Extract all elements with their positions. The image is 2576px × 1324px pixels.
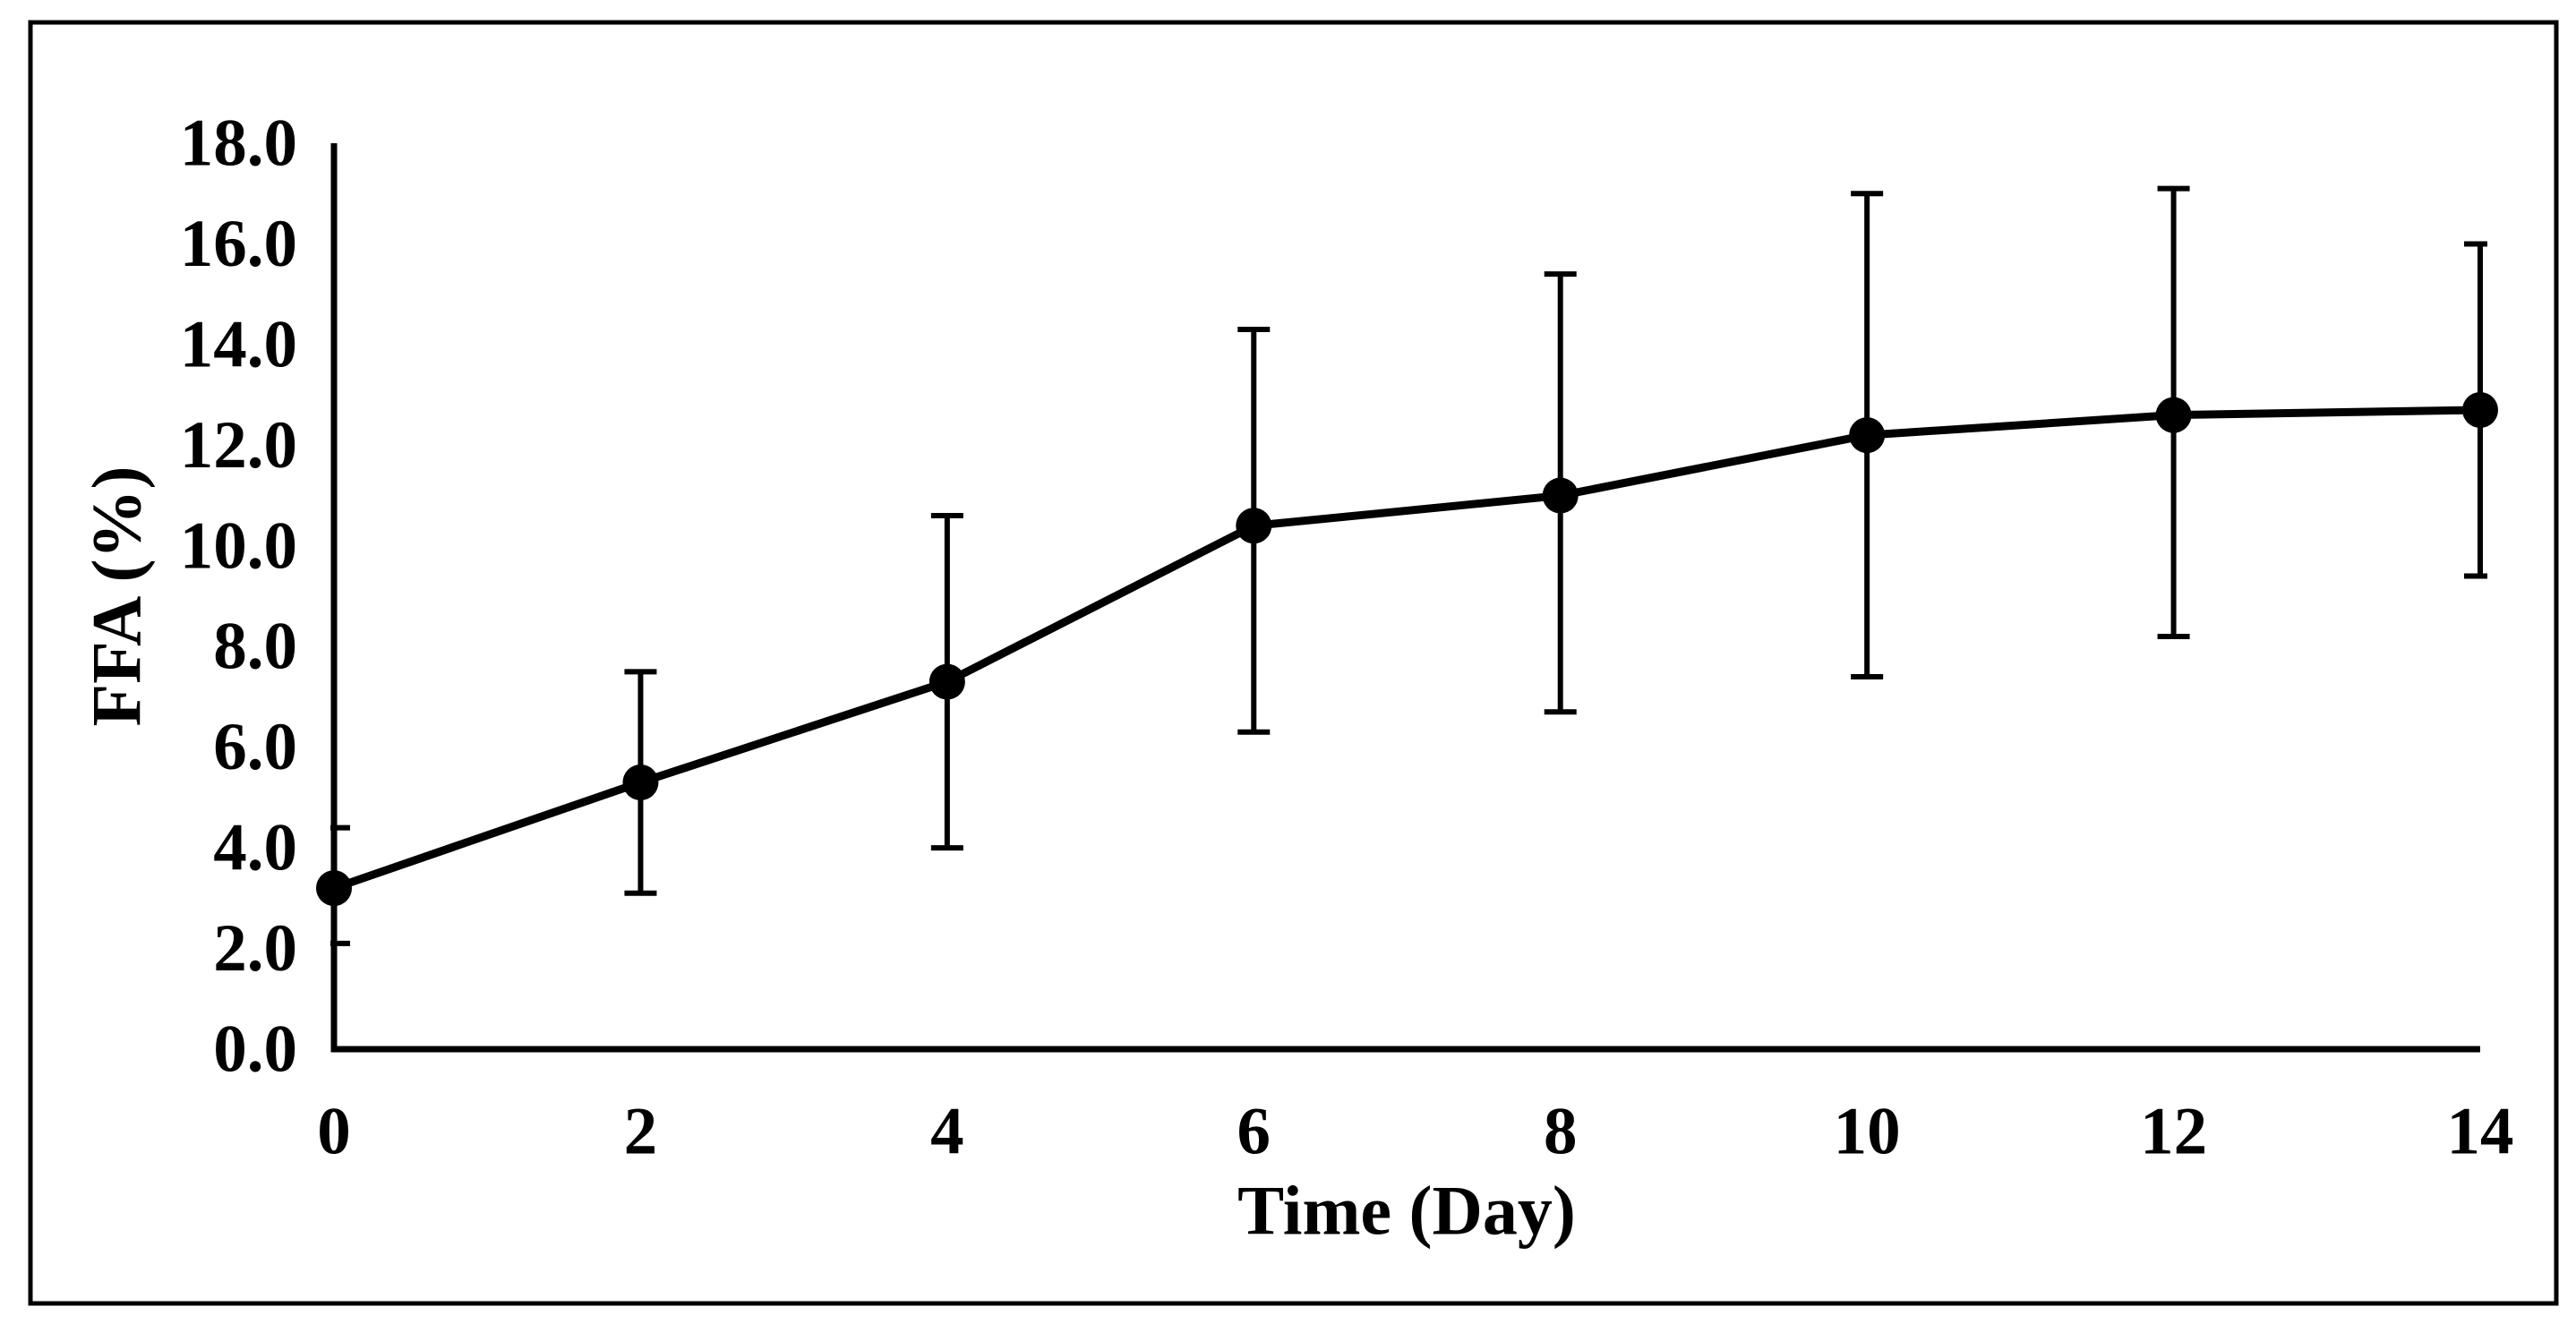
data-point-markers-group [316, 391, 2498, 907]
data-point-marker [622, 765, 659, 801]
data-point-marker [1849, 417, 1886, 454]
y-tick-label: 18.0 [180, 107, 297, 181]
y-tick-label: 2.0 [213, 911, 297, 986]
y-tick-label: 8.0 [213, 610, 297, 684]
y-tick-label: 16.0 [180, 207, 297, 281]
error-bars-group [330, 185, 2487, 946]
y-tick-label: 14.0 [180, 307, 297, 381]
x-tick-label: 0 [317, 1095, 351, 1169]
x-tick-label: 8 [1544, 1095, 1578, 1169]
x-tick-label: 10 [1834, 1095, 1901, 1169]
data-line-group [329, 406, 2485, 893]
data-point-marker [2155, 397, 2192, 433]
y-tick-label: 0.0 [213, 1012, 297, 1087]
data-point-marker [1542, 477, 1579, 514]
x-tick-label: 14 [2447, 1095, 2514, 1169]
y-axis-title: FFA (%) [78, 466, 156, 727]
x-axis-tick-labels: 0 2 4 6 8 10 12 14 [317, 1095, 2513, 1169]
y-tick-label: 10.0 [180, 508, 297, 583]
figure-border [28, 20, 2559, 1306]
x-tick-label: 12 [2140, 1095, 2207, 1169]
data-point-marker [929, 663, 965, 700]
x-tick-label: 6 [1237, 1095, 1271, 1169]
y-tick-label: 12.0 [180, 408, 297, 483]
y-tick-label: 4.0 [213, 811, 297, 885]
x-tick-label: 4 [930, 1095, 964, 1169]
y-axis-tick-labels: 0.0 2.0 4.0 6.0 8.0 10.0 12.0 14.0 16.0 18.0 [180, 107, 297, 1087]
y-tick-label: 6.0 [213, 710, 297, 784]
data-line [329, 406, 2485, 893]
data-point-marker [2462, 391, 2498, 428]
x-tick-label: 2 [624, 1095, 658, 1169]
x-axis-title: Time (Day) [1237, 1172, 1576, 1250]
data-point-marker [1236, 508, 1272, 544]
